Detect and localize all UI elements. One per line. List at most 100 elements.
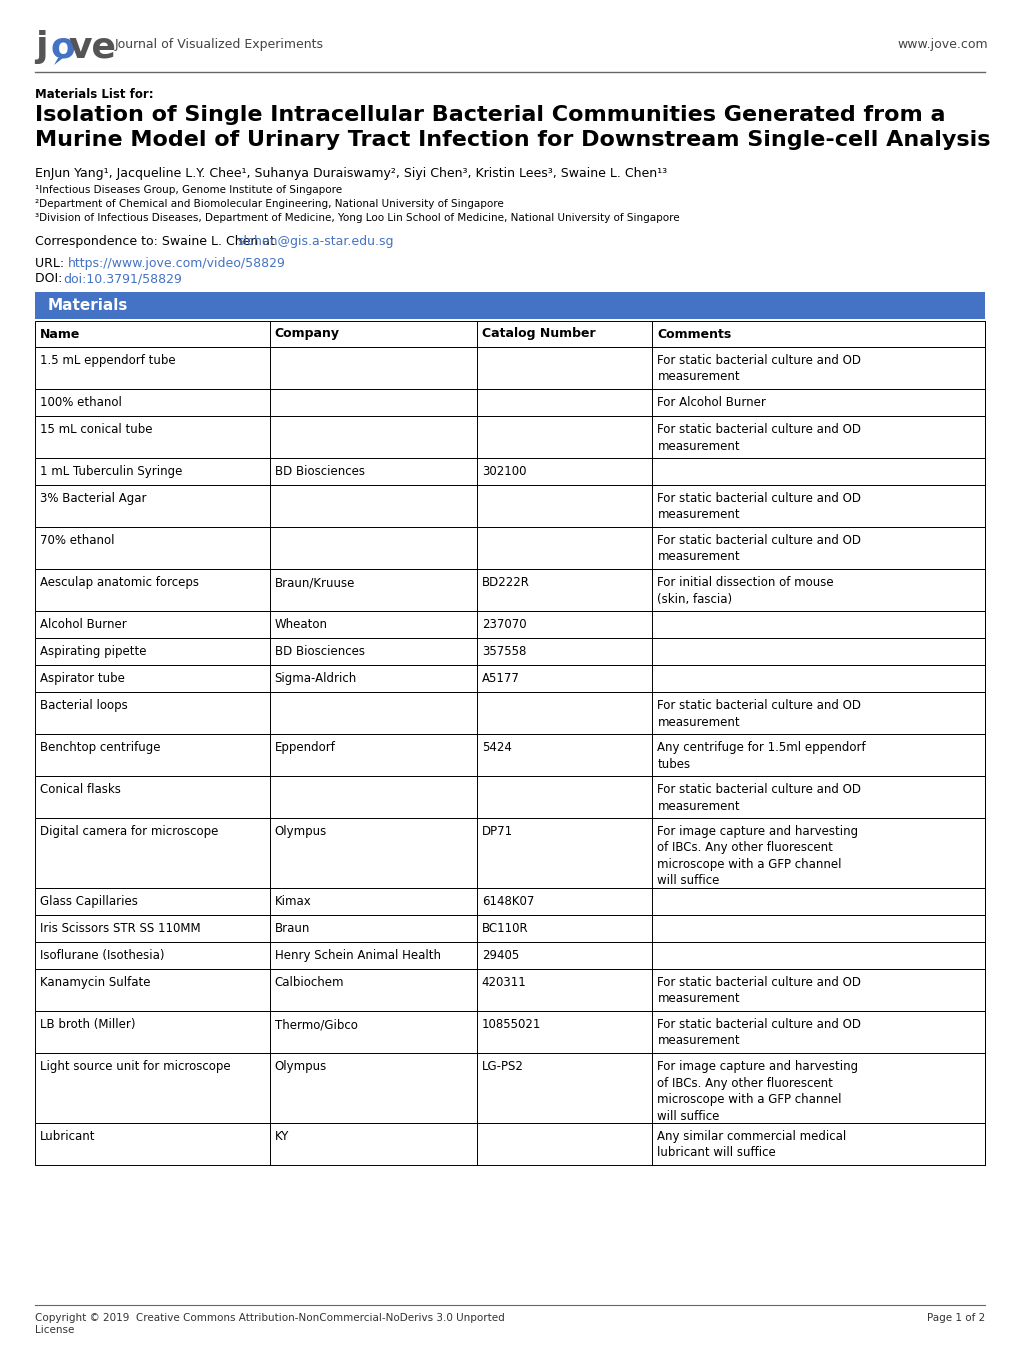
Text: For static bacterial culture and OD
measurement: For static bacterial culture and OD meas…	[657, 1018, 861, 1047]
Text: 10855021: 10855021	[481, 1018, 541, 1031]
Text: LB broth (Miller): LB broth (Miller)	[40, 1018, 136, 1031]
Text: Light source unit for microscope: Light source unit for microscope	[40, 1061, 230, 1073]
Bar	[35, 348, 984, 388]
Bar	[35, 416, 984, 458]
Text: Materials: Materials	[48, 297, 128, 312]
Text: ³Division of Infectious Diseases, Department of Medicine, Yong Loo Lin School of: ³Division of Infectious Diseases, Depart…	[35, 213, 679, 223]
Text: Kimax: Kimax	[274, 895, 311, 909]
Text: Alcohol Burner: Alcohol Burner	[40, 618, 126, 631]
Text: KY: KY	[274, 1130, 288, 1143]
Text: Company: Company	[274, 327, 339, 341]
Text: URL:: URL:	[35, 257, 68, 270]
Text: Copyright © 2019  Creative Commons Attribution-NonCommercial-NoDerivs 3.0 Unport: Copyright © 2019 Creative Commons Attrib…	[35, 1313, 504, 1335]
Bar	[35, 693, 984, 735]
Text: 15 mL conical tube: 15 mL conical tube	[40, 422, 153, 436]
Text: 302100: 302100	[481, 464, 526, 478]
Bar	[35, 942, 984, 970]
Text: For static bacterial culture and OD
measurement: For static bacterial culture and OD meas…	[657, 422, 861, 452]
Text: 6148K07: 6148K07	[481, 895, 534, 909]
Text: 100% ethanol: 100% ethanol	[40, 397, 121, 409]
Bar	[35, 527, 984, 569]
Text: Sigma-Aldrich: Sigma-Aldrich	[274, 672, 357, 684]
Bar	[35, 485, 984, 527]
Text: Conical flasks: Conical flasks	[40, 784, 121, 796]
Text: 237070: 237070	[481, 618, 526, 631]
Text: Aesculap anatomic forceps: Aesculap anatomic forceps	[40, 576, 199, 589]
Text: 29405: 29405	[481, 949, 519, 961]
Text: 1 mL Tuberculin Syringe: 1 mL Tuberculin Syringe	[40, 464, 182, 478]
Text: For static bacterial culture and OD
measurement: For static bacterial culture and OD meas…	[657, 492, 861, 521]
Text: Bacterial loops: Bacterial loops	[40, 699, 127, 712]
Text: Murine Model of Urinary Tract Infection for Downstream Single-cell Analysis: Murine Model of Urinary Tract Infection …	[35, 130, 989, 149]
Text: Isoflurane (Isothesia): Isoflurane (Isothesia)	[40, 949, 164, 961]
Bar	[35, 888, 984, 915]
Text: ²Department of Chemical and Biomolecular Engineering, National University of Sin: ²Department of Chemical and Biomolecular…	[35, 200, 503, 209]
Text: A5177: A5177	[481, 672, 519, 684]
Bar	[35, 970, 984, 1010]
Text: 3% Bacterial Agar: 3% Bacterial Agar	[40, 492, 147, 505]
Bar	[35, 1010, 984, 1052]
Text: Catalog Number: Catalog Number	[481, 327, 595, 341]
Bar	[35, 292, 984, 319]
Text: 1.5 mL eppendorf tube: 1.5 mL eppendorf tube	[40, 354, 175, 367]
Polygon shape	[54, 58, 63, 65]
Bar	[35, 665, 984, 693]
Text: Page 1 of 2: Page 1 of 2	[926, 1313, 984, 1323]
Bar	[35, 775, 984, 818]
Bar	[35, 458, 984, 485]
Text: Glass Capillaries: Glass Capillaries	[40, 895, 138, 909]
Text: For static bacterial culture and OD
measurement: For static bacterial culture and OD meas…	[657, 784, 861, 812]
Text: Lubricant: Lubricant	[40, 1130, 96, 1143]
Text: Olympus: Olympus	[274, 826, 326, 838]
Text: EnJun Yang¹, Jacqueline L.Y. Chee¹, Suhanya Duraiswamy², Siyi Chen³, Kristin Lee: EnJun Yang¹, Jacqueline L.Y. Chee¹, Suha…	[35, 167, 666, 181]
Text: Isolation of Single Intracellular Bacterial Communities Generated from a: Isolation of Single Intracellular Bacter…	[35, 105, 945, 125]
Text: Thermo/Gibco: Thermo/Gibco	[274, 1018, 358, 1031]
Text: Comments: Comments	[657, 327, 731, 341]
Text: Olympus: Olympus	[274, 1061, 326, 1073]
Text: For Alcohol Burner: For Alcohol Burner	[657, 397, 765, 409]
Text: slchen@gis.a-star.edu.sg: slchen@gis.a-star.edu.sg	[236, 235, 393, 249]
Text: doi:10.3791/58829: doi:10.3791/58829	[63, 272, 181, 285]
Text: LG-PS2: LG-PS2	[481, 1061, 523, 1073]
Text: ve: ve	[68, 30, 116, 64]
Text: j: j	[35, 30, 48, 64]
Text: For image capture and harvesting
of IBCs. Any other fluorescent
microscope with : For image capture and harvesting of IBCs…	[657, 826, 858, 888]
Bar	[35, 1052, 984, 1123]
Bar	[35, 818, 984, 888]
Bar	[35, 320, 984, 348]
Text: Digital camera for microscope: Digital camera for microscope	[40, 826, 218, 838]
Bar	[35, 388, 984, 416]
Text: Calbiochem: Calbiochem	[274, 976, 343, 989]
Text: Iris Scissors STR SS 110MM: Iris Scissors STR SS 110MM	[40, 922, 201, 936]
Text: Name: Name	[40, 327, 81, 341]
Text: For static bacterial culture and OD
measurement: For static bacterial culture and OD meas…	[657, 354, 861, 383]
Text: Wheaton: Wheaton	[274, 618, 327, 631]
Text: Correspondence to: Swaine L. Chen at: Correspondence to: Swaine L. Chen at	[35, 235, 278, 249]
Text: For static bacterial culture and OD
measurement: For static bacterial culture and OD meas…	[657, 976, 861, 1005]
Text: Eppendorf: Eppendorf	[274, 741, 335, 754]
Text: Braun/Kruuse: Braun/Kruuse	[274, 576, 355, 589]
Text: For static bacterial culture and OD
measurement: For static bacterial culture and OD meas…	[657, 699, 861, 728]
Bar	[35, 638, 984, 665]
Text: Henry Schein Animal Health: Henry Schein Animal Health	[274, 949, 440, 961]
Bar	[35, 1123, 984, 1165]
Text: For static bacterial culture and OD
measurement: For static bacterial culture and OD meas…	[657, 534, 861, 564]
Text: Braun: Braun	[274, 922, 310, 936]
Text: Aspirator tube: Aspirator tube	[40, 672, 124, 684]
Text: 357558: 357558	[481, 645, 526, 659]
Text: Journal of Visualized Experiments: Journal of Visualized Experiments	[115, 38, 324, 52]
Text: For initial dissection of mouse
(skin, fascia): For initial dissection of mouse (skin, f…	[657, 576, 834, 606]
Text: 70% ethanol: 70% ethanol	[40, 534, 114, 547]
Bar	[35, 569, 984, 611]
Text: https://www.jove.com/video/58829: https://www.jove.com/video/58829	[68, 257, 285, 270]
Bar	[35, 915, 984, 942]
Text: BD Biosciences: BD Biosciences	[274, 645, 365, 659]
Text: BD222R: BD222R	[481, 576, 529, 589]
Bar	[35, 611, 984, 638]
Text: DOI:: DOI:	[35, 272, 66, 285]
Text: Aspirating pipette: Aspirating pipette	[40, 645, 147, 659]
Text: Any centrifuge for 1.5ml eppendorf
tubes: Any centrifuge for 1.5ml eppendorf tubes	[657, 741, 865, 770]
Bar	[35, 735, 984, 775]
Text: Any similar commercial medical
lubricant will suffice: Any similar commercial medical lubricant…	[657, 1130, 846, 1160]
Text: ¹Infectious Diseases Group, Genome Institute of Singapore: ¹Infectious Diseases Group, Genome Insti…	[35, 185, 341, 196]
